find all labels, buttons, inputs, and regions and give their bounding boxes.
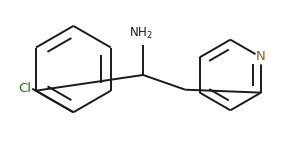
Text: NH$_2$: NH$_2$ — [129, 26, 153, 41]
Text: Cl: Cl — [18, 82, 31, 95]
Text: N: N — [256, 50, 266, 63]
